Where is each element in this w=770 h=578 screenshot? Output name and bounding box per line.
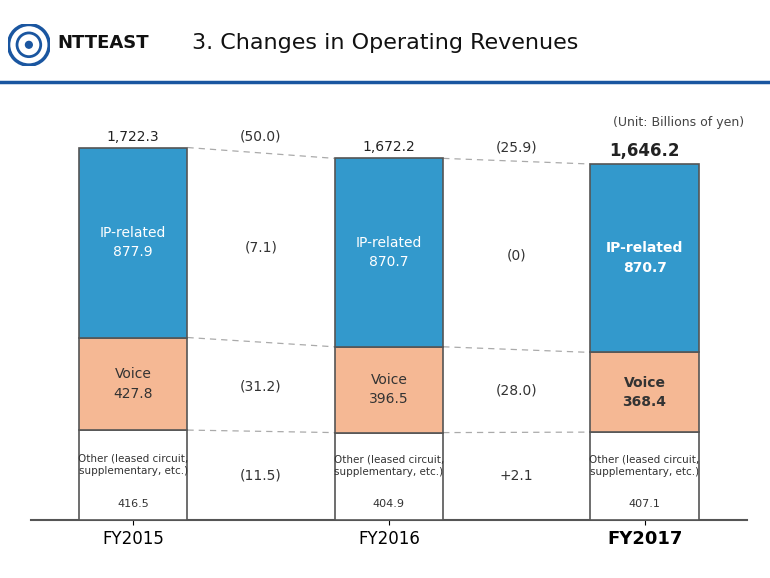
Bar: [591, 432, 699, 520]
Text: (0): (0): [507, 249, 527, 262]
Bar: [591, 164, 699, 353]
Text: (31.2): (31.2): [240, 380, 282, 394]
Text: 3. Changes in Operating Revenues: 3. Changes in Operating Revenues: [192, 34, 578, 53]
Text: +2.1: +2.1: [500, 469, 534, 483]
Text: Voice
427.8: Voice 427.8: [113, 367, 153, 401]
Text: 407.1: 407.1: [628, 499, 661, 509]
Text: NTTEAST: NTTEAST: [58, 34, 149, 53]
Text: (50.0): (50.0): [240, 129, 282, 143]
Text: 404.9: 404.9: [373, 499, 405, 509]
Text: Other (leased circuit,
supplementary, etc.): Other (leased circuit, supplementary, et…: [590, 454, 700, 477]
Text: 1,672.2: 1,672.2: [363, 140, 415, 154]
Text: (7.1): (7.1): [245, 240, 277, 254]
Text: 416.5: 416.5: [117, 499, 149, 509]
Text: IP-related
877.9: IP-related 877.9: [100, 226, 166, 260]
Text: 1,722.3: 1,722.3: [107, 129, 159, 144]
Bar: [79, 147, 187, 338]
Circle shape: [25, 42, 32, 48]
Bar: [79, 430, 187, 520]
Text: (25.9): (25.9): [496, 140, 537, 154]
Text: Voice
396.5: Voice 396.5: [369, 373, 409, 406]
Text: Other (leased circuit,
supplementary, etc.): Other (leased circuit, supplementary, et…: [333, 455, 444, 477]
Text: (Unit: Billions of yen): (Unit: Billions of yen): [613, 116, 745, 128]
Bar: [591, 353, 699, 432]
Bar: [334, 347, 444, 432]
Text: Other (leased circuit,
supplementary, etc.): Other (leased circuit, supplementary, et…: [78, 453, 188, 476]
Bar: [334, 158, 444, 347]
Bar: [334, 432, 444, 520]
Text: (28.0): (28.0): [496, 384, 537, 398]
Text: 1,646.2: 1,646.2: [609, 142, 680, 160]
Text: IP-related
870.7: IP-related 870.7: [606, 242, 683, 275]
Text: (11.5): (11.5): [240, 469, 282, 483]
Text: Voice
368.4: Voice 368.4: [623, 376, 667, 409]
Text: IP-related
870.7: IP-related 870.7: [356, 236, 422, 269]
Bar: [79, 338, 187, 430]
